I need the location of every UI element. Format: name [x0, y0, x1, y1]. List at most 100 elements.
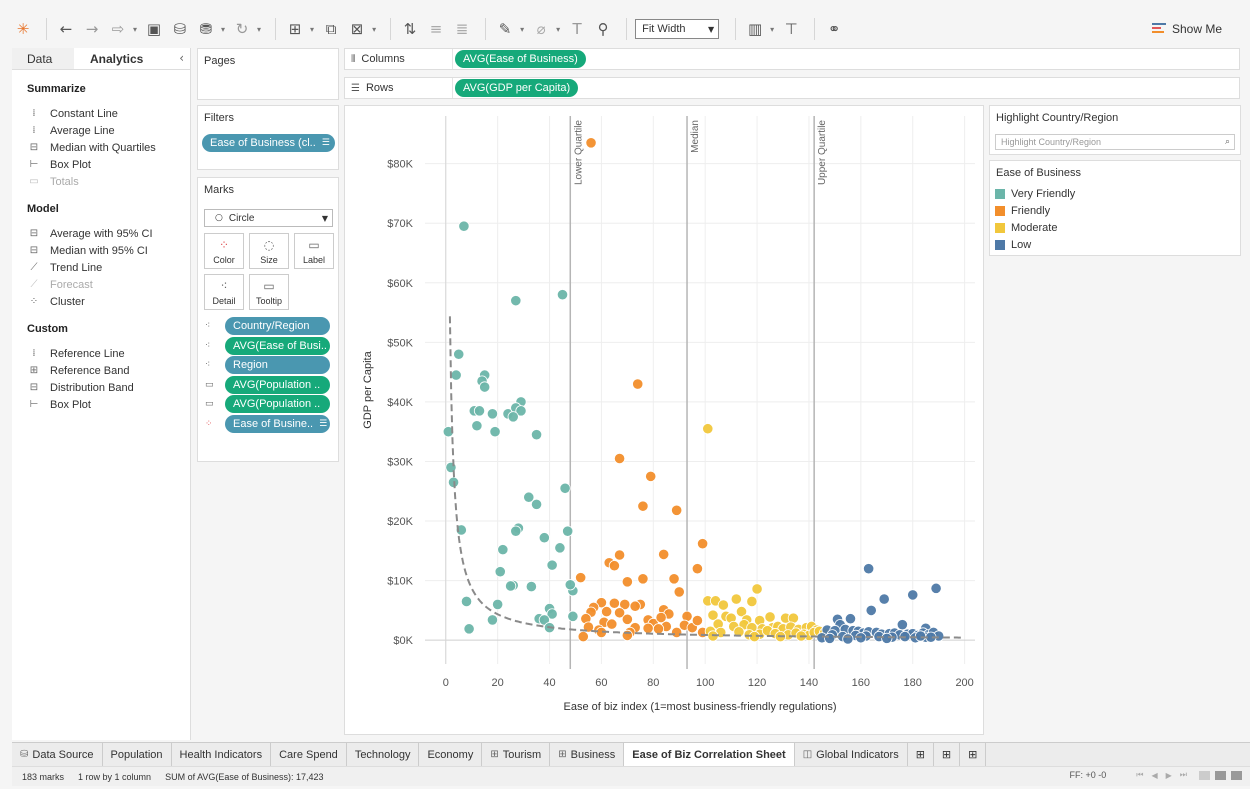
size-button[interactable]: ◌ Size	[249, 233, 289, 269]
save-icon[interactable]: ▣	[146, 20, 162, 38]
sort-desc-icon[interactable]: ≣	[455, 20, 469, 38]
data-point[interactable]	[463, 623, 475, 635]
data-point[interactable]	[492, 598, 504, 611]
grid-view-icon[interactable]	[1199, 770, 1210, 780]
film-view-icon[interactable]	[1215, 770, 1226, 780]
data-point[interactable]	[562, 525, 574, 537]
data-point[interactable]	[564, 579, 576, 591]
data-point[interactable]	[546, 559, 558, 571]
data-point[interactable]	[505, 580, 517, 592]
data-point[interactable]	[497, 544, 509, 556]
data-point[interactable]	[559, 482, 571, 494]
caret-icon[interactable]: ▾	[556, 24, 561, 34]
chart-view[interactable]: 0 20 40 60 80 100 120 140 160 180 200 $0K $10K $20K $3…	[344, 105, 984, 735]
chart-format-icon[interactable]: ▥	[748, 20, 763, 38]
data-point[interactable]	[473, 405, 486, 417]
data-point[interactable]	[613, 452, 626, 465]
share-icon[interactable]: ⚭	[827, 20, 841, 38]
data-point[interactable]	[707, 609, 719, 621]
caret-icon[interactable]: ▾	[257, 24, 262, 34]
data-point[interactable]	[717, 599, 729, 611]
analytics-item[interactable]: ▭ Totals	[27, 173, 190, 190]
new-datasource-icon[interactable]: ⛁	[173, 20, 187, 38]
data-point[interactable]	[613, 607, 626, 619]
data-point[interactable]	[863, 563, 875, 575]
analytics-item[interactable]: ⊞ Reference Band	[27, 362, 190, 379]
sheet-tab[interactable]: Economy	[419, 743, 483, 766]
next-page-icon[interactable]: ▶	[1165, 770, 1172, 780]
data-point[interactable]	[556, 289, 569, 301]
legend-item[interactable]: Low	[990, 236, 1240, 253]
undo-icon[interactable]: ←	[59, 20, 73, 38]
analytics-item[interactable]: ⁞ Average Line	[27, 122, 190, 139]
data-point[interactable]	[455, 524, 467, 536]
analytics-item[interactable]: ⊢ Box Plot	[27, 396, 190, 413]
data-point[interactable]	[606, 618, 618, 630]
caret-icon[interactable]: ▾	[770, 24, 775, 34]
sheet-tab[interactable]: Population	[103, 743, 172, 766]
sheet-tab[interactable]: Technology	[347, 743, 420, 766]
analytics-item[interactable]: ⊢ Box Plot	[27, 156, 190, 173]
data-point[interactable]	[673, 586, 685, 598]
color-button[interactable]: ⁘ Color	[204, 233, 244, 269]
caret-icon[interactable]: ▾	[221, 24, 226, 34]
caret-icon[interactable]: ▾	[310, 24, 315, 34]
data-point[interactable]	[824, 632, 836, 644]
sheet-tab[interactable]: ◫ Global Indicators	[795, 743, 908, 766]
data-point[interactable]	[878, 593, 890, 605]
sheet-tab[interactable]: ⛁ Data Source	[12, 743, 103, 766]
data-point[interactable]	[546, 608, 558, 620]
label-icon[interactable]: T	[572, 20, 582, 38]
pause-icon[interactable]: ⛃	[199, 20, 213, 38]
data-point[interactable]	[621, 629, 633, 642]
new-worksheet-icon[interactable]: ⊞	[288, 20, 302, 38]
data-point[interactable]	[507, 411, 519, 423]
sheet-tab[interactable]: Health Indicators	[172, 743, 272, 766]
data-point[interactable]	[691, 563, 704, 575]
data-point[interactable]	[538, 614, 550, 626]
data-point[interactable]	[907, 589, 919, 601]
tableau-logo-icon[interactable]: ✳	[16, 20, 30, 38]
data-point[interactable]	[515, 405, 527, 417]
data-point[interactable]	[538, 532, 550, 544]
data-point[interactable]	[608, 560, 620, 572]
data-point[interactable]	[865, 604, 877, 616]
data-point[interactable]	[613, 549, 626, 561]
first-page-icon[interactable]: ⏮	[1136, 770, 1144, 779]
data-point[interactable]	[652, 623, 665, 635]
trend-line[interactable]	[448, 316, 964, 639]
new-dashboard-icon[interactable]: ⊞	[934, 743, 961, 766]
data-point[interactable]	[751, 583, 763, 595]
redo-icon[interactable]: →	[85, 20, 99, 38]
data-point[interactable]	[881, 632, 893, 644]
analytics-item[interactable]: ⊟ Distribution Band	[27, 379, 190, 396]
data-point[interactable]	[764, 611, 776, 623]
mark-field-pill[interactable]: AVG(Population ..	[225, 395, 330, 413]
clear-icon[interactable]: ⊠	[350, 20, 364, 38]
data-point[interactable]	[494, 566, 506, 578]
analytics-item[interactable]: ⊟ Median with Quartiles	[27, 139, 190, 156]
highlight-icon[interactable]: ✎	[498, 20, 512, 38]
refresh-icon[interactable]: ↻	[235, 20, 249, 38]
mark-field-pill[interactable]: AVG(Population ..	[225, 375, 330, 394]
new-worksheet-icon[interactable]: ⊞	[908, 743, 934, 766]
legend-item[interactable]: Moderate	[990, 219, 1240, 236]
data-point[interactable]	[645, 470, 657, 482]
scatter-chart[interactable]: 0 20 40 60 80 100 120 140 160 180 200 $0K $10K $20K $3…	[345, 106, 983, 734]
data-point[interactable]	[746, 595, 758, 608]
data-point[interactable]	[453, 348, 465, 360]
data-point[interactable]	[510, 525, 522, 537]
data-point[interactable]	[489, 426, 501, 438]
data-point[interactable]	[642, 622, 654, 634]
data-point[interactable]	[702, 423, 714, 435]
legend-item[interactable]: Friendly	[990, 202, 1240, 219]
data-point[interactable]	[510, 295, 522, 307]
analytics-item[interactable]: ⟋ Trend Line	[27, 259, 190, 276]
data-point[interactable]	[554, 542, 566, 554]
new-story-icon[interactable]: ⊞	[960, 743, 987, 766]
data-point[interactable]	[523, 491, 535, 503]
mark-field-pill[interactable]: Region	[225, 356, 330, 374]
data-point[interactable]	[460, 595, 473, 608]
tab-analytics[interactable]: Analytics	[74, 48, 164, 69]
data-point[interactable]	[691, 614, 704, 627]
